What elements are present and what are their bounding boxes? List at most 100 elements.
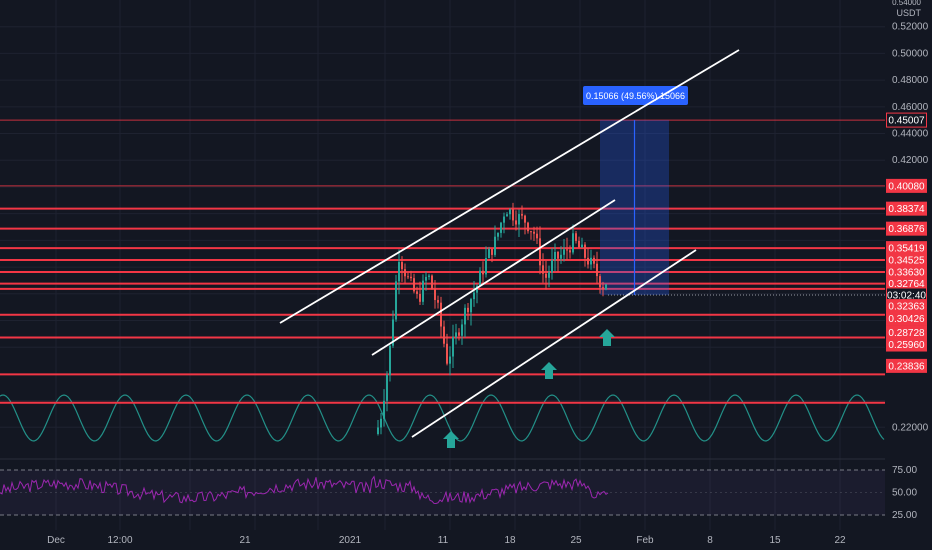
rsi-tick: 50.00: [892, 488, 917, 499]
candle-body: [470, 299, 472, 313]
candle-body: [437, 300, 439, 303]
price-tag-bg: [886, 201, 927, 216]
candle-body: [407, 276, 409, 278]
candle-body: [395, 281, 397, 320]
candle-body: [398, 262, 400, 282]
candle-body: [521, 214, 523, 216]
time-tick: 15: [769, 535, 781, 546]
candle-body: [575, 233, 577, 241]
channel-line: [411, 249, 697, 438]
candle-body: [593, 257, 595, 264]
price-tick: 0.52000: [892, 22, 929, 33]
price-tag: 0.30426: [888, 314, 925, 325]
candle-body: [560, 254, 562, 259]
candle-body: [569, 250, 571, 253]
grid-lines: [0, 0, 885, 530]
candle-body: [452, 337, 454, 357]
candle-body: [512, 209, 514, 221]
price-tick: 0.22000: [892, 422, 929, 433]
candle-body: [503, 216, 505, 223]
time-tick: 22: [834, 535, 846, 546]
candle-body: [410, 276, 412, 279]
measure-label-bg: [583, 86, 688, 105]
price-tag: 0.40080: [888, 181, 925, 192]
candle-body: [392, 319, 394, 346]
measure-label: 0.15066 (49.56%) 15066: [586, 91, 685, 101]
candle-body: [440, 302, 442, 327]
time-axis[interactable]: Dec 12:00 21 2021 11 18 25 Feb 8 15 22: [0, 531, 885, 550]
price-tag: 0.35419: [888, 244, 925, 255]
time-tick: 25: [570, 535, 582, 546]
candle-body: [596, 263, 598, 277]
up-arrow-icon: [541, 362, 557, 379]
price-tag-bg: [886, 253, 927, 268]
price-tag-bg: [886, 358, 927, 373]
candle-body: [590, 257, 592, 265]
time-tick: 8: [707, 535, 713, 546]
price-tick: 0.48000: [892, 75, 929, 86]
price-tag: 0.25960: [888, 340, 925, 351]
price-tick: 0.42000: [892, 155, 929, 166]
candle-body: [584, 244, 586, 258]
candle-body: [566, 249, 568, 251]
cycle-wave: [0, 394, 885, 442]
horizontal-levels[interactable]: [0, 119, 885, 404]
candle-body: [572, 233, 574, 253]
price-range-measure[interactable]: 0.15066 (49.56%) 15066: [583, 86, 688, 295]
candle-body: [536, 233, 538, 239]
candle-body: [401, 262, 403, 270]
price-tag: 0.32764: [888, 279, 925, 290]
price-tick: 0.46000: [892, 102, 929, 113]
candle-body: [389, 345, 391, 375]
candle-body: [557, 251, 559, 259]
up-arrow-icon: [443, 431, 459, 448]
rsi-line: [0, 475, 609, 505]
candle-body: [491, 249, 493, 255]
candle-body: [467, 307, 469, 313]
candle-body: [518, 214, 520, 225]
candle-body: [416, 291, 418, 294]
price-tag-bg: [886, 221, 927, 236]
candle-body: [509, 209, 511, 215]
candle-body: [434, 289, 436, 301]
candle-body: [515, 220, 517, 225]
candle-body: [383, 400, 385, 419]
candle-body: [461, 324, 463, 336]
price-tag-bg: [886, 241, 927, 256]
candle-body: [485, 258, 487, 275]
cycle-indicator: [0, 394, 885, 442]
price-tag-bg: [886, 337, 927, 352]
candle-body: [578, 240, 580, 248]
candle-body: [605, 284, 607, 290]
candle-body: [458, 332, 460, 336]
candle-body: [377, 427, 379, 434]
rsi-tick: 75.00: [892, 465, 917, 476]
candle-body: [455, 332, 457, 338]
trend-channel[interactable]: [279, 49, 740, 438]
price-tag: 0.28728: [888, 328, 925, 339]
candle-body: [497, 232, 499, 237]
price-tag-bg: [886, 178, 927, 193]
time-tick: 12:00: [107, 535, 132, 546]
candle-body: [524, 215, 526, 223]
axis-unit-top: 0.54000: [892, 0, 921, 7]
candle-body: [431, 275, 433, 290]
candle-body: [422, 280, 424, 302]
price-tick: 0.44000: [892, 129, 929, 140]
time-tick: Feb: [636, 535, 654, 546]
candle-body: [599, 276, 601, 288]
candle-body: [539, 238, 541, 266]
time-tick: Dec: [47, 535, 65, 546]
price-tag: 0.38374: [888, 204, 925, 215]
up-arrow-icon: [599, 329, 615, 346]
candle-body: [428, 275, 430, 277]
candle-body: [551, 260, 553, 273]
candle-body: [380, 418, 382, 428]
price-tag: 0.23836: [888, 361, 925, 372]
candle-body: [473, 292, 475, 300]
candle-body: [476, 285, 478, 293]
candle-body: [404, 269, 406, 277]
price-tag: 0.36876: [888, 224, 925, 235]
